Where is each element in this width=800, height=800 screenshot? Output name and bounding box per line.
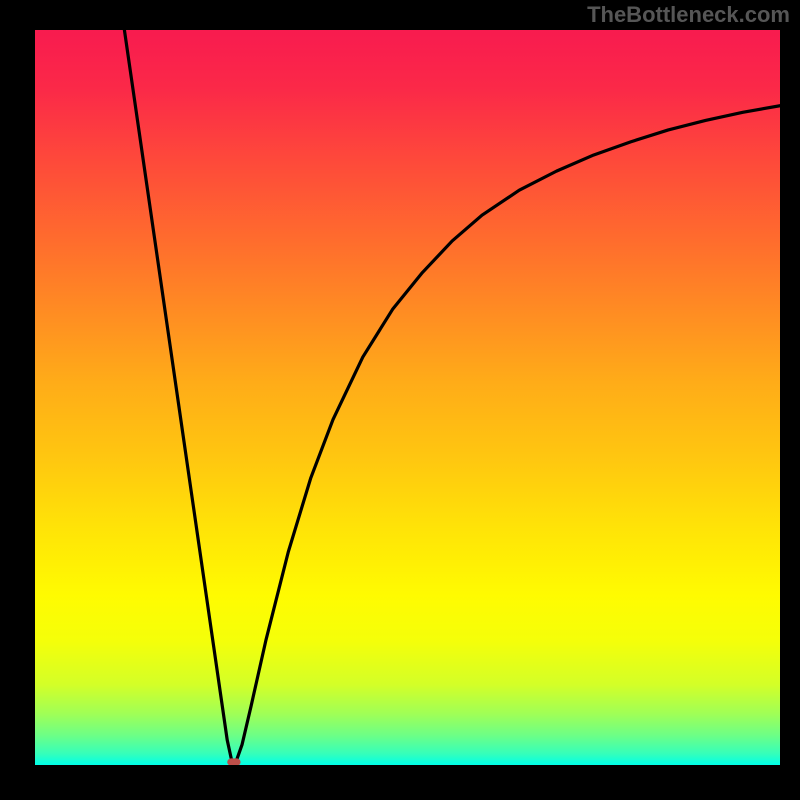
watermark-text: TheBottleneck.com — [587, 2, 790, 28]
gradient-background — [35, 30, 780, 765]
optimum-marker — [227, 758, 240, 765]
chart-area — [35, 30, 780, 765]
bottleneck-chart — [35, 30, 780, 765]
